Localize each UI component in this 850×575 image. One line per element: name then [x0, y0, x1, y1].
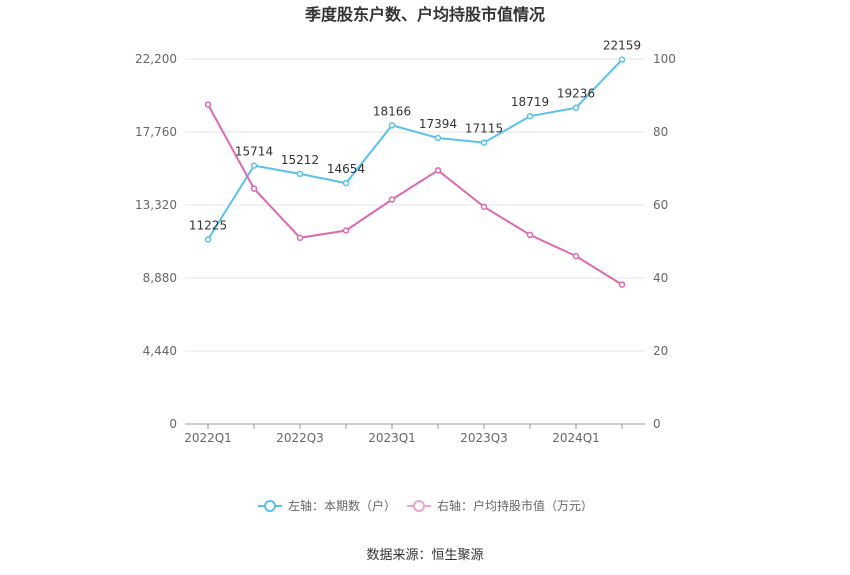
series-0-point[interactable]: [480, 139, 488, 146]
y-left-tick-label: 0: [169, 417, 177, 431]
series-line-0: [207, 59, 623, 240]
y-right-tick-label: 100: [653, 52, 676, 66]
legend-label-left: 左轴：本期数（户）: [288, 498, 396, 513]
data-label: 17115: [465, 122, 503, 136]
grid: [185, 58, 645, 352]
series: [204, 56, 626, 288]
data-label: 18719: [511, 95, 549, 109]
data-label: 14654: [327, 162, 365, 176]
x-tick-label: 2022Q1: [184, 431, 232, 445]
series-0-point[interactable]: [618, 56, 626, 63]
y-left-tick-label: 8,880: [143, 271, 177, 285]
x-tick-label: 2022Q3: [276, 431, 324, 445]
series-1-point[interactable]: [250, 185, 258, 192]
legend[interactable]: 左轴：本期数（户） 右轴：户均持股市值（万元）: [258, 498, 593, 513]
legend-item-right[interactable]: 右轴：户均持股市值（万元）: [407, 498, 593, 513]
data-label: 15212: [281, 153, 319, 167]
series-0-point[interactable]: [250, 162, 258, 169]
legend-label-right: 右轴：户均持股市值（万元）: [437, 498, 593, 513]
data-label: 22159: [603, 39, 641, 53]
legend-marker-left: [264, 500, 276, 512]
axes: 0 4,440 8,880 13,320 17,760 22,200 0 20 40 60 80 10…: [135, 52, 676, 445]
series-1-point[interactable]: [572, 252, 580, 260]
series-0-point[interactable]: [388, 122, 396, 129]
data-label: 11225: [189, 218, 227, 232]
series-1-point[interactable]: [618, 281, 626, 288]
series-1-point[interactable]: [342, 227, 350, 234]
y-right-tick-label: 60: [653, 198, 668, 212]
data-label: 19236: [557, 87, 595, 101]
series-0-point[interactable]: [204, 236, 212, 243]
legend-marker-right: [413, 500, 425, 512]
source-text: 数据来源：恒生聚源: [366, 548, 483, 563]
x-tick-label: 2023Q3: [460, 431, 508, 445]
series-1-point[interactable]: [388, 196, 396, 203]
y-right-tick-label: 20: [653, 344, 668, 358]
y-right-tick-label: 40: [653, 271, 668, 285]
y-right-tick-label: 0: [653, 417, 661, 431]
x-tick-label: 2024Q1: [552, 431, 600, 445]
series-1-point[interactable]: [296, 234, 304, 242]
series-0-point[interactable]: [526, 112, 534, 120]
series-1-point[interactable]: [434, 167, 442, 174]
y-left-tick-label: 22,200: [135, 52, 177, 66]
chart-title: 季度股东户数、户均持股市值情况: [304, 5, 545, 24]
series-0-point[interactable]: [434, 134, 442, 142]
series-0-point[interactable]: [572, 104, 580, 111]
series-line-1: [207, 104, 623, 286]
series-0-point[interactable]: [296, 170, 304, 178]
series-0-point[interactable]: [342, 179, 350, 187]
data-labels: 11225 15714 15212 14654 18166 17394 17115 18719…: [189, 39, 641, 233]
y-left-tick-label: 4,440: [143, 344, 177, 358]
data-label: 15714: [235, 145, 273, 159]
series-1-point[interactable]: [480, 203, 488, 211]
series-1-point[interactable]: [526, 231, 534, 239]
y-left-tick-label: 17,760: [135, 125, 177, 139]
y-left-tick-label: 13,320: [135, 198, 177, 212]
x-tick-label: 2023Q1: [368, 431, 416, 445]
data-label: 18166: [373, 104, 411, 118]
y-right-tick-label: 80: [653, 125, 668, 139]
series-1-point[interactable]: [204, 101, 212, 108]
data-label: 17394: [419, 117, 457, 131]
legend-item-left[interactable]: 左轴：本期数（户）: [258, 498, 396, 513]
